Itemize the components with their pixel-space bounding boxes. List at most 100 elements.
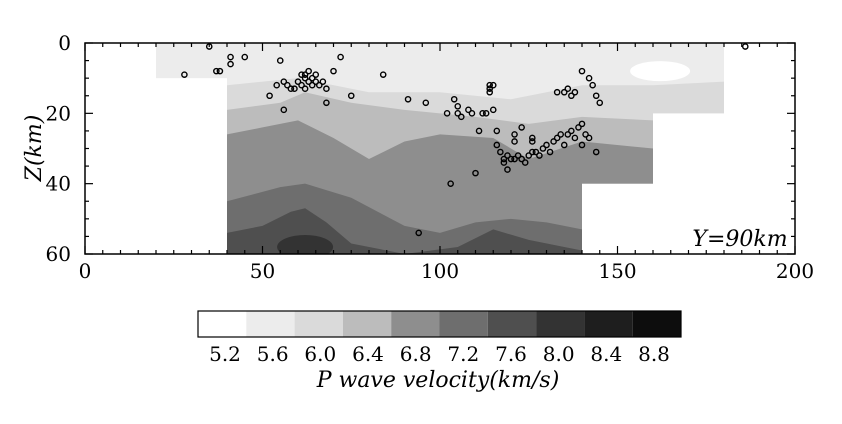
hypocenter-marker (454, 103, 462, 110)
hypocenter-marker (443, 110, 451, 117)
hypocenter-marker (454, 110, 462, 117)
colorbar-tick-label: 7.6 (495, 342, 527, 366)
hypocenter-marker (227, 53, 234, 61)
hypocenter-marker (308, 74, 316, 82)
hypocenter-marker (465, 106, 472, 114)
colorbar-swatch (294, 311, 343, 337)
hypocenter-marker (308, 81, 316, 89)
hypocenter-marker (415, 229, 423, 237)
y-tick-label: 0 (58, 31, 71, 55)
hypocenter-marker (305, 78, 312, 85)
colorbar-tick-label: 6.0 (304, 342, 336, 366)
hypocenter-marker (539, 145, 547, 152)
hypocenter-marker (564, 131, 572, 138)
hypocenter-marker (337, 53, 344, 61)
velocity-layers (156, 43, 724, 255)
hypocenter-marker (241, 53, 249, 61)
hypocenter-marker (592, 148, 600, 156)
hypocenter-marker (564, 85, 572, 93)
hypocenter-marker (596, 99, 604, 107)
hypocenter-marker (280, 78, 288, 85)
hypocenter-marker (504, 166, 511, 173)
hypocenter-marker (521, 159, 529, 166)
velocity-patch-high (277, 234, 334, 255)
hypocenter-marker (216, 67, 224, 75)
hypocenter-marker (550, 138, 557, 145)
y-tick-label: 60 (46, 242, 71, 266)
hypocenter-marker (575, 124, 582, 131)
hypocenter-marker (578, 67, 586, 75)
colorbar-frame (197, 310, 682, 338)
hypocenter-marker (330, 67, 337, 75)
hypocenter-marker (301, 74, 309, 82)
hypocenter-marker (379, 71, 387, 78)
y-axis-title: Z(km) (22, 115, 47, 183)
hypocenter-marker (457, 113, 465, 121)
hypocenter-marker (450, 95, 458, 103)
hypocenter-marker (578, 141, 586, 149)
hypocenter-marker (422, 99, 430, 107)
hypocenter-layer (181, 43, 749, 237)
hypocenter-marker (301, 71, 309, 78)
hypocenter-marker (475, 127, 483, 135)
hypocenter-marker (280, 106, 288, 114)
hypocenter-marker (514, 152, 522, 159)
hypocenter-marker (500, 159, 508, 166)
hypocenter-marker (529, 134, 536, 142)
y-tick-label: 20 (46, 101, 71, 125)
hypocenter-marker (568, 127, 575, 135)
hypocenter-marker (298, 71, 305, 78)
hypocenter-marker (511, 131, 518, 138)
velocity-patch-low (630, 61, 691, 82)
x-tick-label: 150 (598, 259, 636, 283)
hypocenter-marker (571, 88, 579, 96)
hypocenter-marker (582, 131, 589, 138)
hypocenter-marker (497, 148, 504, 156)
hypocenter-marker (518, 124, 525, 131)
colorbar-tick-label: 5.2 (209, 342, 241, 366)
colorbar-swatch (536, 311, 585, 337)
hypocenter-marker (315, 81, 323, 89)
hypocenter-marker (585, 74, 593, 82)
hypocenter-marker (301, 85, 309, 93)
hypocenter-marker (536, 152, 543, 159)
hypocenter-marker (294, 78, 302, 85)
hypocenter-marker (489, 81, 497, 89)
hypocenter-marker (181, 71, 188, 78)
hypocenter-marker (312, 78, 320, 85)
colorbar-tick-label: 8.4 (590, 342, 622, 366)
colorbar-tick-label: 8.0 (543, 342, 575, 366)
hypocenter-marker (553, 88, 561, 96)
hypocenter-marker (568, 92, 575, 100)
section-annotation: Y=90km (692, 227, 787, 252)
hypocenter-marker (543, 141, 550, 149)
hypocenter-marker (532, 148, 540, 156)
hypocenter-marker (493, 141, 501, 149)
colorbar-swatch (439, 311, 488, 337)
hypocenter-marker (557, 131, 565, 138)
colorbar-tick-label: 8.8 (638, 342, 670, 366)
hypocenter-marker (742, 43, 749, 50)
hypocenter-marker (291, 85, 298, 93)
hypocenter-marker (489, 106, 497, 114)
hypocenter-marker (511, 138, 518, 145)
hypocenter-marker (323, 99, 330, 107)
hypocenter-marker (507, 155, 515, 163)
hypocenter-marker (592, 92, 600, 100)
hypocenter-marker (468, 110, 476, 117)
colorbar-swatch (342, 311, 392, 337)
colorbar: 5.2 5.6 6.0 6.4 6.8 7.2 7.6 8.0 8.4 8.8 (197, 310, 682, 366)
hypocenter-marker (266, 92, 273, 100)
hypocenter-marker (479, 110, 486, 117)
hypocenter-marker (529, 148, 536, 156)
x-tick-label: 0 (79, 259, 92, 283)
colorbar-tick-label: 6.4 (352, 342, 384, 366)
hypocenter-marker (312, 71, 320, 78)
hypocenter-marker (529, 138, 536, 145)
colorbar-swatch (391, 311, 440, 337)
hypocenter-marker (589, 81, 596, 89)
colorbar-tick-label: 6.8 (400, 342, 432, 366)
hypocenter-marker (323, 85, 330, 93)
hypocenter-marker (486, 88, 494, 96)
hypocenter-marker (546, 148, 554, 156)
